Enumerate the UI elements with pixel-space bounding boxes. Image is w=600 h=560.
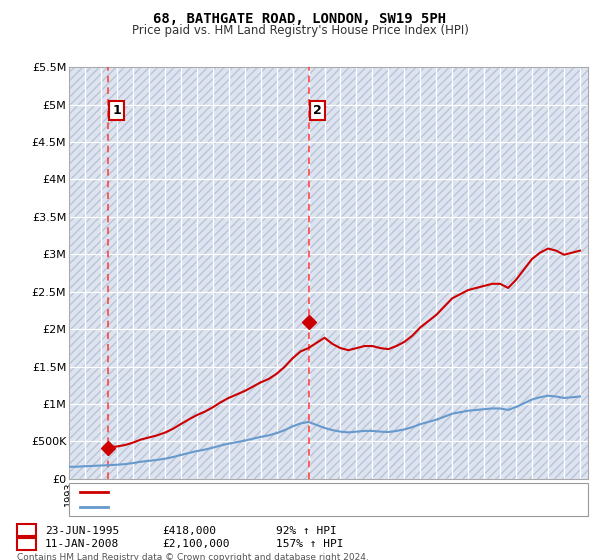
Text: £2,100,000: £2,100,000 [162, 539, 229, 549]
Text: 157% ↑ HPI: 157% ↑ HPI [276, 539, 343, 549]
Text: Contains HM Land Registry data © Crown copyright and database right 2024.
This d: Contains HM Land Registry data © Crown c… [17, 553, 368, 560]
Text: £418,000: £418,000 [162, 526, 216, 536]
Text: Price paid vs. HM Land Registry's House Price Index (HPI): Price paid vs. HM Land Registry's House … [131, 24, 469, 36]
Text: 68, BATHGATE ROAD, LONDON, SW19 5PH: 68, BATHGATE ROAD, LONDON, SW19 5PH [154, 12, 446, 26]
Text: HPI: Average price, detached house, Merton: HPI: Average price, detached house, Mert… [112, 502, 342, 512]
Text: 23-JUN-1995: 23-JUN-1995 [45, 526, 119, 536]
Text: 2: 2 [313, 104, 322, 117]
Text: 1: 1 [112, 104, 121, 117]
Text: 1: 1 [22, 524, 31, 538]
Text: 11-JAN-2008: 11-JAN-2008 [45, 539, 119, 549]
Text: 2: 2 [22, 538, 31, 551]
Text: 68, BATHGATE ROAD, LONDON, SW19 5PH (detached house): 68, BATHGATE ROAD, LONDON, SW19 5PH (det… [112, 487, 428, 497]
Text: 92% ↑ HPI: 92% ↑ HPI [276, 526, 337, 536]
